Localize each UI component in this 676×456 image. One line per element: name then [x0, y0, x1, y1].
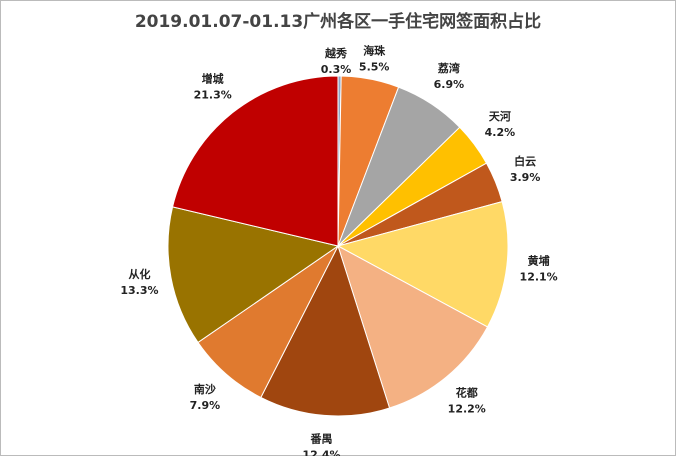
pie-slice	[167, 206, 340, 344]
slice-label: 荔湾	[437, 61, 460, 75]
slice-label: 越秀	[324, 46, 347, 60]
slice-label: 南沙	[194, 382, 216, 396]
slice-value-label: 5.5%	[359, 60, 390, 73]
slice-label: 黄埔	[528, 253, 550, 267]
slice-value-label: 13.3%	[120, 284, 158, 297]
slice-label: 从化	[128, 267, 150, 281]
slice-value-label: 21.3%	[194, 89, 232, 102]
slice-value-label: 3.9%	[510, 171, 541, 184]
slice-label: 天河	[489, 109, 511, 123]
pie-slice	[171, 75, 339, 247]
pie-slice	[337, 244, 489, 409]
slice-value-label: 7.9%	[190, 399, 221, 412]
slice-label: 增城	[202, 72, 224, 86]
slice-value-label: 12.4%	[302, 448, 340, 456]
slice-value-label: 4.2%	[485, 126, 516, 139]
pie-slice	[260, 244, 391, 417]
slice-value-label: 12.1%	[520, 270, 558, 283]
slice-label: 番禺	[310, 431, 333, 445]
pie-slice	[336, 201, 509, 328]
slice-label: 海珠	[363, 43, 386, 57]
slice-label: 花都	[456, 386, 478, 400]
chart-title: 2019.01.07-01.13广州各区一手住宅网签面积占比	[135, 11, 541, 32]
slice-value-label: 12.2%	[448, 403, 486, 416]
slice-value-label: 6.9%	[434, 78, 465, 91]
slice-value-label: 0.3%	[321, 63, 352, 76]
slice-label: 白云	[514, 154, 536, 168]
